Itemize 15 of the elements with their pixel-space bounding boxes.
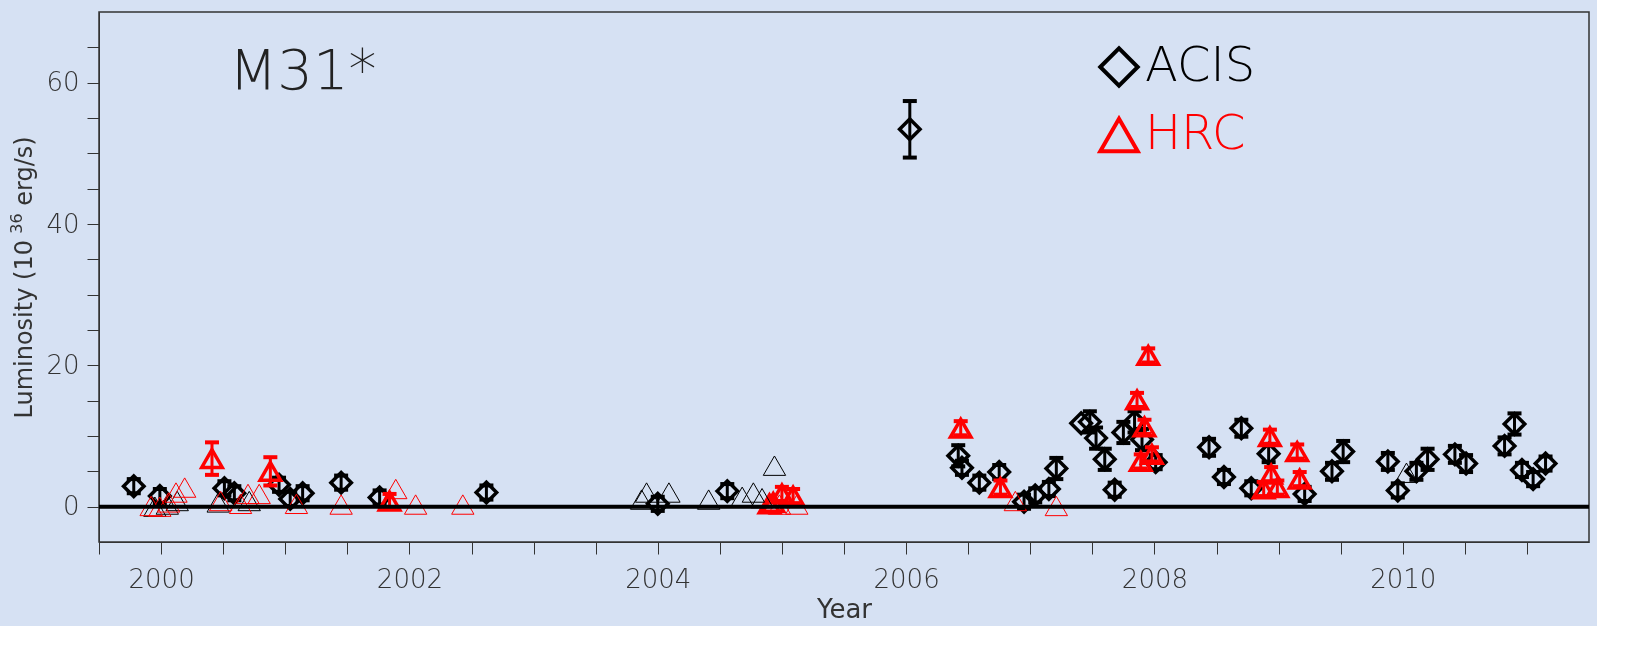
- x-tick-label: 2010: [1370, 563, 1437, 594]
- x-axis-title: Year: [815, 593, 873, 624]
- legend-label: ACIS: [1145, 36, 1256, 92]
- legend-label: HRC: [1145, 104, 1246, 160]
- y-axis-title: Luminosity (1036 erg/s): [7, 136, 38, 419]
- y-tick-label: 40: [46, 208, 80, 239]
- x-tick-label: 2000: [128, 563, 195, 594]
- y-tick-label: 20: [46, 349, 80, 380]
- x-tick-label: 2006: [873, 563, 940, 594]
- x-tick-label: 2004: [625, 563, 692, 594]
- y-tick-label: 60: [46, 67, 80, 98]
- y-tick-label: 0: [62, 491, 80, 522]
- x-tick-label: 2008: [1121, 563, 1188, 594]
- x-tick-label: 2002: [376, 563, 443, 594]
- text: M31*: [229, 37, 377, 102]
